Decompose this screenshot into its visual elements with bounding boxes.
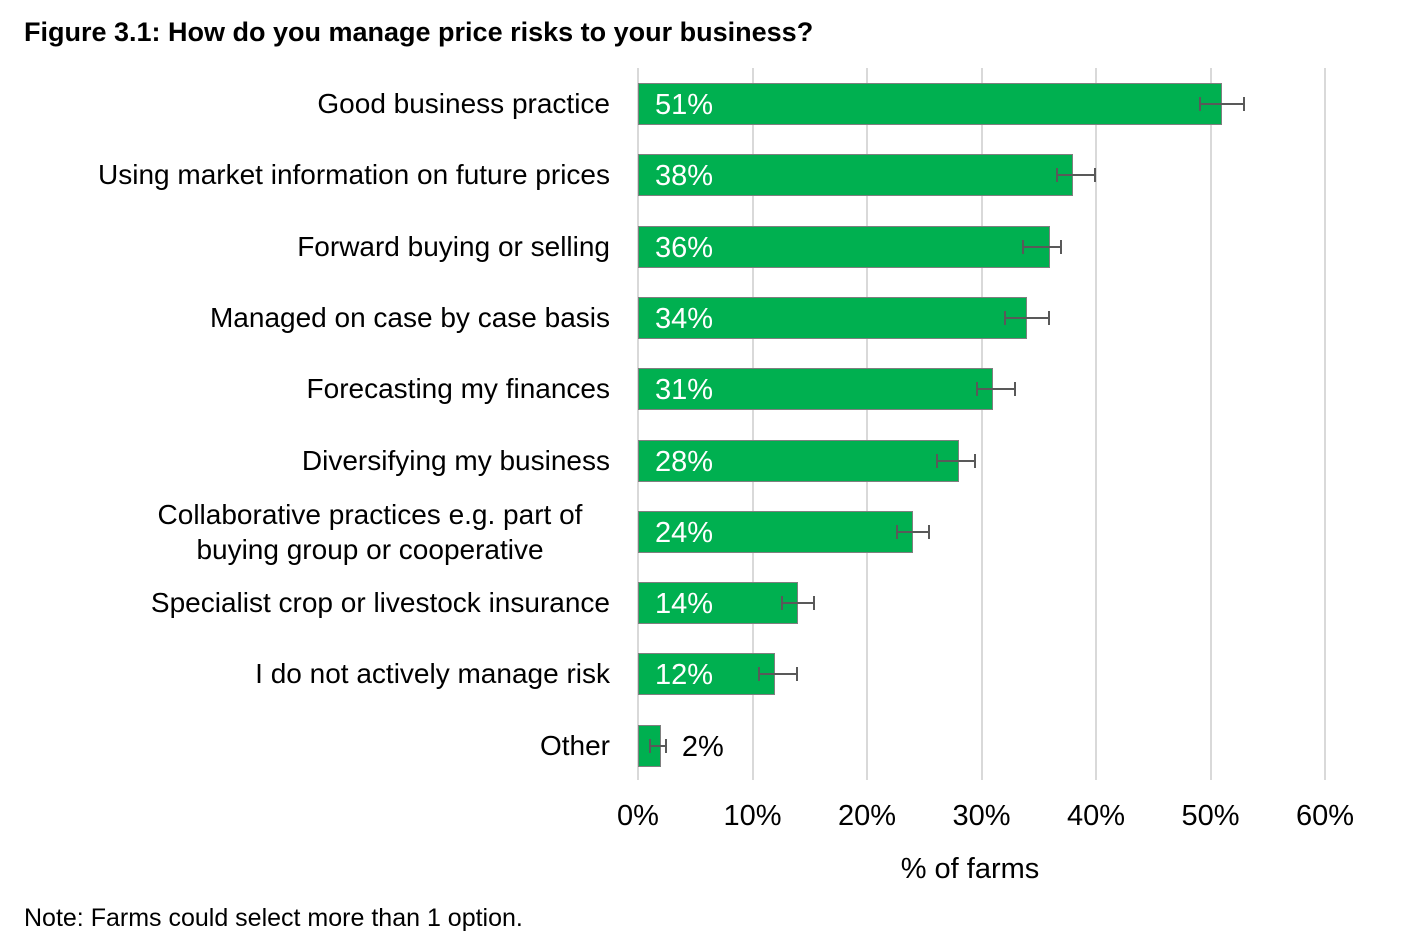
error-bar (781, 596, 816, 611)
bar-value-label: 31% (655, 374, 714, 407)
category-label: Diversifying my business (301, 444, 610, 476)
x-axis-label: % of farms (900, 853, 1040, 885)
x-tick-label: 40% (1066, 800, 1126, 832)
category-label: Using market information on future price… (98, 159, 610, 191)
bar: 12% (638, 653, 776, 696)
x-tick-label: 20% (837, 800, 897, 832)
bar: 51% (638, 83, 1222, 125)
category-label: Good business practice (317, 88, 610, 119)
gridline (866, 68, 868, 780)
x-tick-label: 30% (952, 800, 1011, 832)
bar-value-label: 24% (655, 516, 714, 549)
bar-value-label: 14% (655, 588, 714, 621)
error-bar (935, 453, 976, 468)
gridline (1324, 68, 1326, 780)
error-bar (649, 738, 667, 753)
gridline (751, 68, 754, 780)
bar: 31% (638, 368, 993, 411)
bar: 28% (638, 439, 959, 482)
category-label: Forecasting my finances (306, 373, 610, 405)
category-label: Specialist crop or livestock insurance (150, 587, 610, 619)
plot-area (637, 68, 1326, 780)
bar-value-label: 34% (655, 302, 714, 335)
category-label: Collaborative practices e.g. part of buy… (157, 498, 583, 565)
gridline (637, 68, 639, 780)
x-tick-label: 50% (1181, 800, 1240, 832)
bar-value-label: 51% (655, 89, 714, 121)
category-label: Forward buying or selling (297, 230, 610, 262)
error-bar (1199, 97, 1245, 111)
category-label: Other (539, 729, 610, 761)
gridline (980, 68, 983, 780)
error-bar (1055, 168, 1097, 183)
category-label: Managed on case by case basis (209, 301, 610, 333)
chart-title: Figure 3.1: How do you manage price risk… (24, 17, 814, 47)
error-bar (975, 382, 1016, 397)
x-tick-label: 10% (723, 800, 782, 832)
x-tick-label: 60% (1295, 800, 1355, 832)
bar: 36% (638, 225, 1051, 268)
error-bar (1021, 239, 1062, 254)
category-label: I do not actively manage risk (255, 658, 610, 690)
gridline (1209, 68, 1212, 780)
bar: 34% (638, 296, 1028, 339)
bar-value-label: 28% (655, 445, 714, 478)
bar: 24% (638, 510, 913, 553)
x-tick-label: 0% (617, 800, 659, 832)
bar-value-label: 38% (655, 160, 714, 193)
bar: 14% (638, 582, 799, 625)
bar-value-label: 2% (681, 730, 724, 763)
bar-value-label: 12% (655, 659, 714, 692)
error-bar (1004, 310, 1051, 325)
bar-value-label: 36% (655, 231, 714, 264)
error-bar (758, 667, 799, 682)
footnote: Note: Farms could select more than 1 opt… (24, 904, 523, 932)
bar: 38% (638, 154, 1074, 197)
gridline (1095, 68, 1097, 780)
error-bar (895, 524, 931, 539)
